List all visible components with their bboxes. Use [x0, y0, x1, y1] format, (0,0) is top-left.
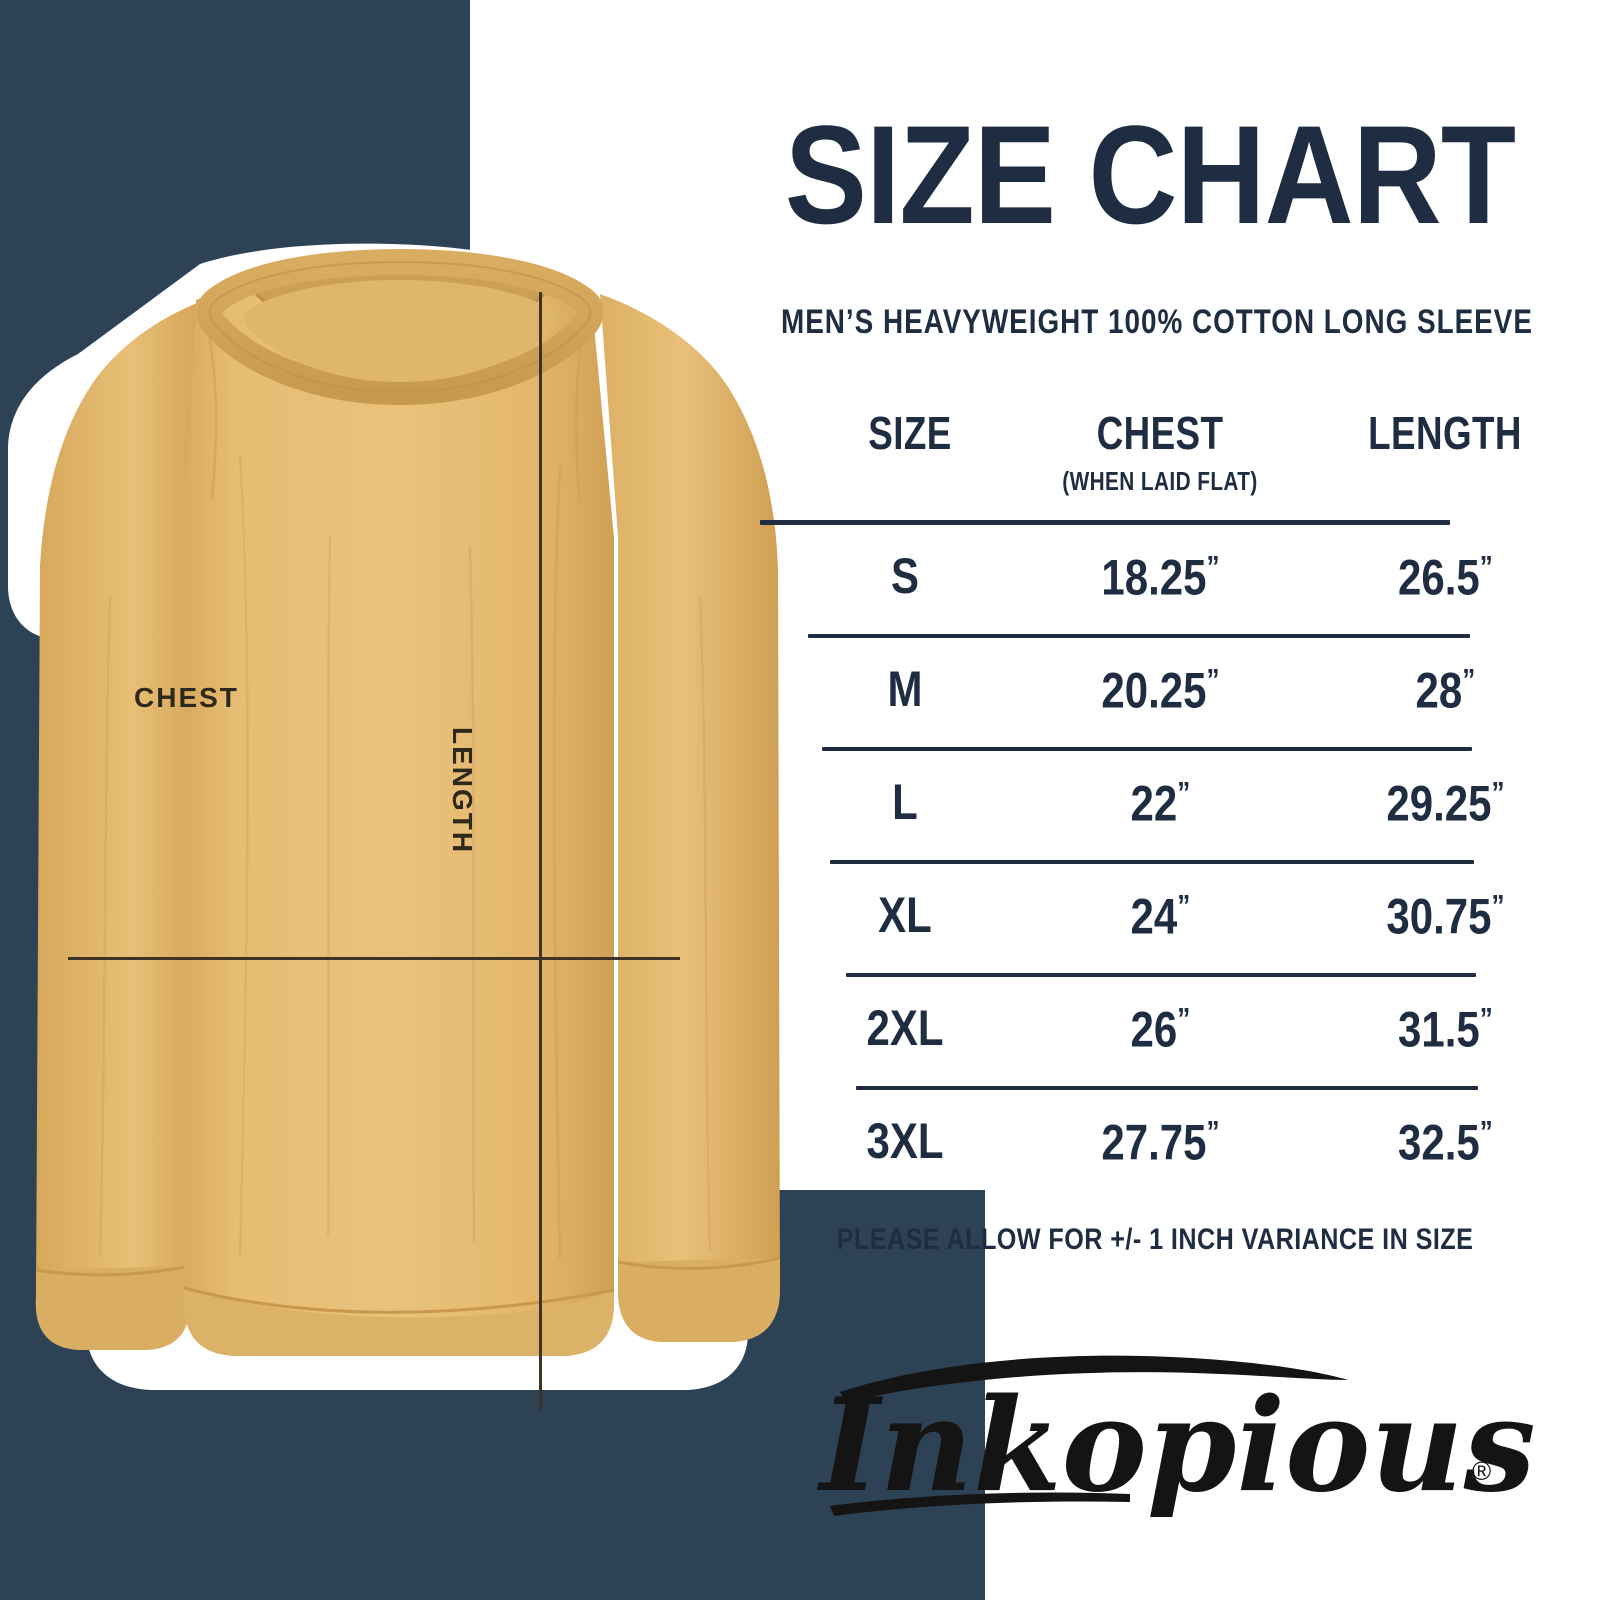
cell-length: 30.75”: [1386, 888, 1504, 945]
brand-registered-mark: ®: [1472, 1456, 1491, 1486]
cell-size: M: [887, 661, 923, 717]
table-row: 2XL 26” 31.5”: [760, 977, 1570, 1086]
cell-size: 3XL: [866, 1113, 944, 1169]
table-row: S 18.25” 26.5”: [760, 525, 1570, 634]
cell-length: 26.5”: [1398, 549, 1493, 606]
table-row-rule: [856, 1086, 1478, 1090]
column-header-length: LENGTH: [1368, 407, 1522, 459]
table-header-row: SIZE CHEST LENGTH (WHEN LAID FLAT): [760, 410, 1570, 520]
length-measure-line: [539, 292, 542, 1410]
column-header-size: SIZE: [868, 407, 952, 459]
table-row: L 22” 29.25”: [760, 751, 1570, 860]
cell-size: XL: [878, 887, 932, 943]
brand-logo: Inkopious ®: [800, 1330, 1540, 1540]
page-subtitle: MEN’S HEAVYWEIGHT 100% COTTON LONG SLEEV…: [781, 303, 1533, 341]
chest-measure-label: CHEST: [134, 682, 239, 713]
size-table: SIZE CHEST LENGTH (WHEN LAID FLAT) S 18.…: [760, 410, 1570, 1199]
shirt-illustration: [0, 236, 820, 1446]
cell-length: 28”: [1415, 662, 1476, 719]
size-chart-panel: SIZE CHART MEN’S HEAVYWEIGHT 100% COTTON…: [700, 0, 1600, 1600]
table-row: M 20.25” 28”: [760, 638, 1570, 747]
table-row-rule: [808, 634, 1470, 638]
table-row-rule: [846, 973, 1476, 977]
table-header-rule: [760, 520, 1450, 525]
cell-chest: 22”: [1130, 775, 1191, 832]
cell-length: 32.5”: [1398, 1114, 1493, 1171]
table-row-rule: [830, 860, 1474, 864]
cell-size: S: [890, 548, 920, 604]
cell-chest: 27.75”: [1101, 1114, 1219, 1171]
table-row-rule: [822, 747, 1472, 751]
cell-size: L: [892, 774, 918, 830]
table-row: XL 24” 30.75”: [760, 864, 1570, 973]
cell-length: 29.25”: [1386, 775, 1504, 832]
cell-chest: 24”: [1130, 888, 1191, 945]
cell-chest: 18.25”: [1101, 549, 1219, 606]
cell-length: 31.5”: [1398, 1001, 1493, 1058]
chest-measure-line: [68, 957, 680, 960]
length-measure-label: LENGTH: [447, 727, 478, 855]
cell-chest: 20.25”: [1101, 662, 1219, 719]
table-row: 3XL 27.75” 32.5”: [760, 1090, 1570, 1199]
cell-size: 2XL: [866, 1000, 944, 1056]
page-title: SIZE CHART: [784, 96, 1516, 253]
column-header-chest-subnote: (WHEN LAID FLAT): [1062, 466, 1258, 496]
cell-chest: 26”: [1130, 1001, 1191, 1058]
variance-note: PLEASE ALLOW FOR +/- 1 INCH VARIANCE IN …: [836, 1223, 1474, 1256]
column-header-chest: CHEST: [1096, 407, 1224, 459]
